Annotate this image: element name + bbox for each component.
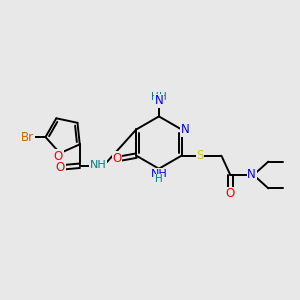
- Text: O: O: [226, 188, 235, 200]
- Text: H: H: [155, 174, 163, 184]
- Text: O: O: [56, 161, 65, 174]
- Text: N: N: [247, 168, 256, 181]
- Text: NH: NH: [90, 160, 106, 170]
- Text: H: H: [152, 92, 159, 101]
- Text: N: N: [181, 123, 190, 136]
- Text: S: S: [196, 148, 204, 162]
- Text: NH: NH: [151, 169, 167, 179]
- Text: Br: Br: [21, 130, 34, 144]
- Text: O: O: [112, 152, 122, 165]
- Text: H: H: [159, 92, 167, 101]
- Text: N: N: [154, 94, 163, 107]
- Text: O: O: [54, 150, 63, 163]
